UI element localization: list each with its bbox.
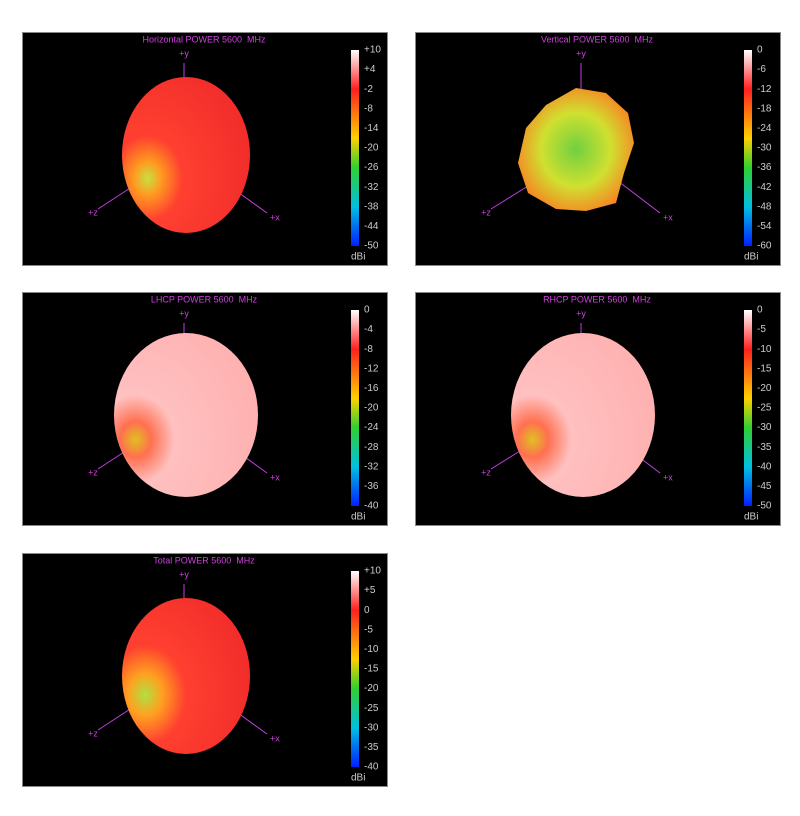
scale-tick-label: -54 <box>757 221 772 232</box>
axis-label: +x <box>663 472 673 482</box>
axis-label: +z <box>88 207 98 217</box>
pattern-blob <box>511 333 655 497</box>
scale-tick-label: -25 <box>364 703 379 714</box>
axis-label: +y <box>179 308 189 318</box>
scale-tick-label: -48 <box>757 201 772 212</box>
pattern-blob <box>122 77 250 233</box>
scale-tick-label: -40 <box>364 762 379 773</box>
scale-tick-label: -20 <box>364 403 379 414</box>
scale-tick-label: 0 <box>364 605 370 616</box>
pattern-panel: RHCP POWER 5600 MHz +y +z +x 0 -5 -10 -15 -20 -25… <box>415 292 781 526</box>
axis-label: +x <box>663 212 673 222</box>
scale-tick-label: -25 <box>757 403 772 414</box>
scale-unit: dBi <box>351 252 365 263</box>
scale-tick-label: -50 <box>757 501 772 512</box>
panel-title: Total POWER 5600 MHz <box>153 555 255 565</box>
scale-unit: dBi <box>351 773 365 784</box>
scale-tick-label: -18 <box>757 103 772 114</box>
scale-tick-label: -15 <box>757 363 772 374</box>
scale-tick-label: -30 <box>757 143 772 154</box>
scale-tick-label: -8 <box>364 344 373 355</box>
scale-tick-label: -36 <box>757 162 772 173</box>
scale-tick-label: -20 <box>364 683 379 694</box>
color-scale <box>351 310 359 506</box>
scale-tick-label: -40 <box>364 501 379 512</box>
scale-tick-label: -6 <box>757 64 766 75</box>
panel-title: Vertical POWER 5600 MHz <box>541 34 654 44</box>
scale-tick-label: -42 <box>757 182 772 193</box>
pattern-blob <box>518 88 634 211</box>
panel-title: Horizontal POWER 5600 MHz <box>142 34 266 44</box>
scale-tick-label: -14 <box>364 123 379 134</box>
scale-tick-label: -16 <box>364 383 379 394</box>
scale-tick-label: -5 <box>757 324 766 335</box>
axis-label: +z <box>88 728 98 738</box>
color-scale <box>351 50 359 246</box>
scale-tick-label: -15 <box>364 664 379 675</box>
scale-tick-label: -50 <box>364 241 379 252</box>
scale-tick-label: -44 <box>364 221 379 232</box>
scale-tick-label: 0 <box>364 305 370 316</box>
pattern-blob <box>114 333 258 497</box>
scale-tick-label: -20 <box>364 143 379 154</box>
scale-tick-label: -4 <box>364 324 373 335</box>
scale-tick-label: +5 <box>364 585 376 596</box>
scale-tick-label: +4 <box>364 64 376 75</box>
scale-tick-label: -8 <box>364 103 373 114</box>
pattern-panel: LHCP POWER 5600 MHz +y +z +x 0 -4 -8 -12 -16 -20 -… <box>22 292 388 526</box>
scale-tick-label: -2 <box>364 84 373 95</box>
scale-tick-label: -32 <box>364 182 379 193</box>
axis-label: +y <box>179 48 189 58</box>
color-scale <box>351 571 359 767</box>
scale-tick-label: -35 <box>757 442 772 453</box>
scale-unit: dBi <box>744 512 758 523</box>
pattern-panel: Total POWER 5600 MHz +y +z +x +10 +5 0 -5 -10 -15… <box>22 553 388 787</box>
scale-tick-label: -30 <box>364 722 379 733</box>
scale-tick-label: -10 <box>757 344 772 355</box>
axis-label: +y <box>179 569 189 579</box>
scale-tick-label: -30 <box>757 422 772 433</box>
scale-tick-label: -24 <box>757 123 772 134</box>
scale-tick-label: -38 <box>364 201 379 212</box>
axis-label: +y <box>576 48 586 58</box>
axis-label: +x <box>270 733 280 743</box>
scale-tick-label: -60 <box>757 241 772 252</box>
scale-tick-label: -5 <box>364 624 373 635</box>
scale-tick-label: -35 <box>364 742 379 753</box>
scale-tick-label: -40 <box>757 461 772 472</box>
scale-tick-label: -12 <box>757 84 772 95</box>
scale-tick-label: -24 <box>364 422 379 433</box>
pattern-panel: Vertical POWER 5600 MHz +y +z +x 0 -6 -12 -18 -2… <box>415 32 781 266</box>
axis-label: +z <box>481 467 491 477</box>
pattern-blob <box>122 598 250 754</box>
scale-tick-label: +10 <box>364 45 381 56</box>
scale-unit: dBi <box>351 512 365 523</box>
axis-label: +z <box>88 467 98 477</box>
scale-tick-label: 0 <box>757 305 763 316</box>
scale-tick-label: -20 <box>757 383 772 394</box>
scale-tick-label: -45 <box>757 481 772 492</box>
panel-title: LHCP POWER 5600 MHz <box>151 294 258 304</box>
scale-tick-label: -12 <box>364 363 379 374</box>
scale-tick-label: -32 <box>364 461 379 472</box>
scale-tick-label: 0 <box>757 45 763 56</box>
scale-tick-label: -36 <box>364 481 379 492</box>
scale-tick-label: -10 <box>364 644 379 655</box>
color-scale <box>744 50 752 246</box>
scale-tick-label: -28 <box>364 442 379 453</box>
scale-tick-label: -26 <box>364 162 379 173</box>
axis-label: +y <box>576 308 586 318</box>
scale-unit: dBi <box>744 252 758 263</box>
axis-label: +z <box>481 207 491 217</box>
color-scale <box>744 310 752 506</box>
axis-label: +x <box>270 212 280 222</box>
panel-title: RHCP POWER 5600 MHz <box>543 294 651 304</box>
scale-tick-label: +10 <box>364 566 381 577</box>
pattern-panel: Horizontal POWER 5600 MHz +y +z +x +10 +4 -2 -8… <box>22 32 388 266</box>
axis-label: +x <box>270 472 280 482</box>
